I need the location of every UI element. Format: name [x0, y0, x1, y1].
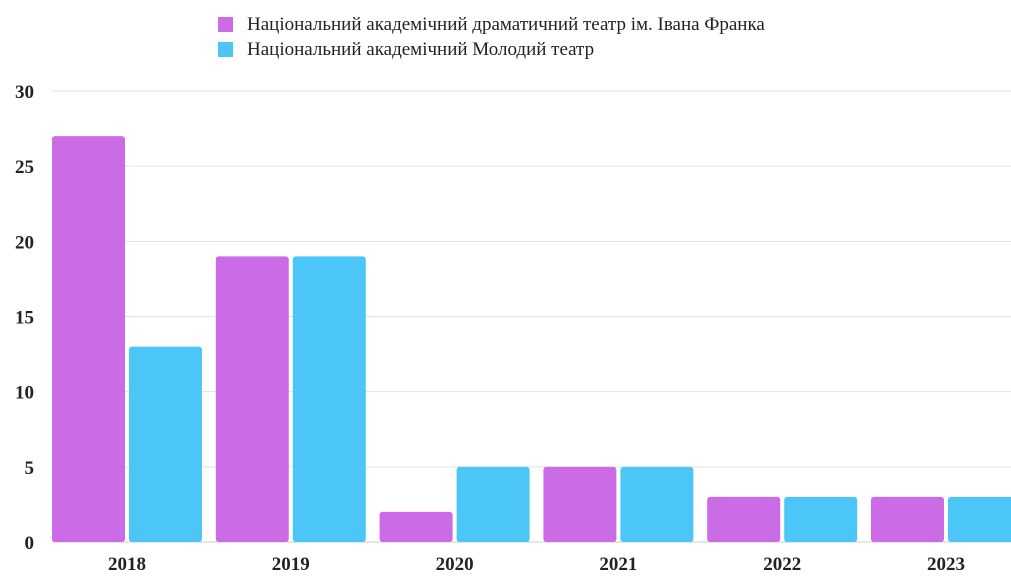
bar-molodyi-2022: [784, 496, 858, 542]
x-tick-label: 2018: [108, 554, 146, 573]
y-tick-label: 10: [15, 383, 34, 404]
y-tick-label: 25: [15, 157, 34, 178]
x-tick-label: 2019: [272, 554, 310, 573]
legend-swatch-molodyi: [218, 42, 233, 57]
bar-franko-2021: [543, 466, 617, 542]
legend-label-franko: Національний академічний драматичний теа…: [247, 13, 765, 35]
x-tick-label: 2023: [927, 554, 965, 573]
bar-franko-2019: [215, 256, 289, 542]
bar-molodyi-2020: [456, 466, 530, 542]
legend-item-franko: Національний академічний драматичний теа…: [218, 12, 765, 37]
bar-molodyi-2021: [620, 466, 694, 542]
bar-molodyi-2023: [948, 496, 1011, 542]
bar-franko-2020: [379, 511, 453, 542]
y-tick-label: 15: [15, 308, 34, 329]
x-tick-label: 2022: [763, 554, 801, 573]
legend-item-molodyi: Національний академічний Молодий театр: [218, 37, 765, 62]
bar-franko-2018: [52, 136, 125, 542]
bar-franko-2022: [707, 496, 781, 542]
legend: Національний академічний драматичний теа…: [218, 12, 765, 62]
x-tick-label: 2020: [436, 554, 474, 573]
y-tick-label: 5: [25, 458, 35, 479]
y-tick-label: 30: [15, 82, 34, 103]
x-tick-label: 2021: [599, 554, 637, 573]
bar-molodyi-2018: [129, 346, 202, 542]
legend-label-molodyi: Національний академічний Молодий театр: [247, 38, 595, 60]
bar-franko-2023: [871, 496, 944, 542]
bar-molodyi-2019: [292, 256, 366, 542]
y-tick-label: 20: [15, 232, 34, 253]
y-tick-label: 0: [25, 533, 35, 554]
legend-swatch-franko: [218, 17, 233, 32]
